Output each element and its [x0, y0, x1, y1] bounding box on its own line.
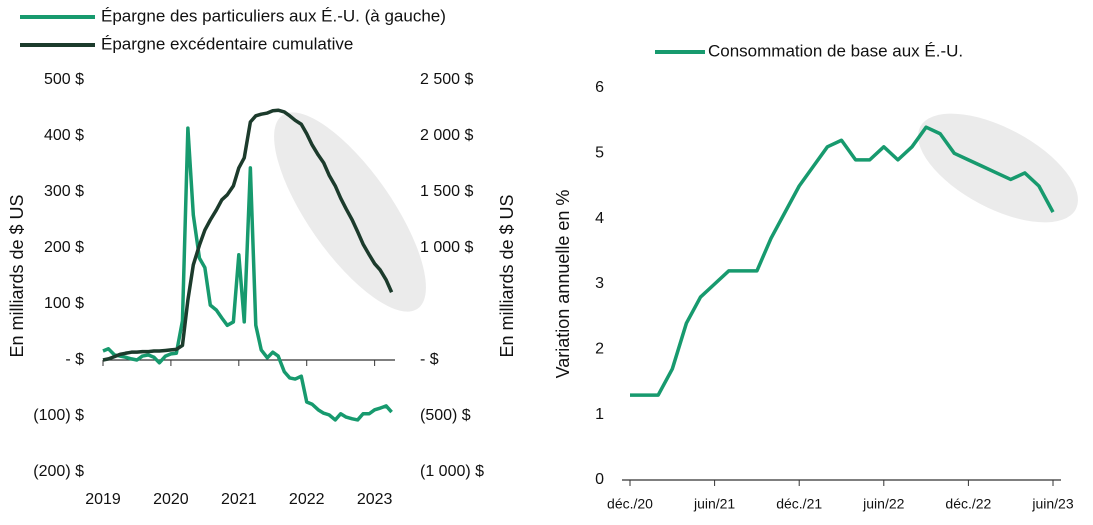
- y2-tick-label: - $: [420, 351, 439, 368]
- y-tick-label: 6: [595, 79, 604, 96]
- y-tick-label: 5: [595, 145, 604, 162]
- x-tick-label: 2023: [357, 491, 393, 508]
- y-tick-label: 1: [595, 406, 604, 423]
- x-tick-label: juin/22: [862, 496, 904, 512]
- y-axis-title: Variation annuelle en %: [553, 190, 573, 379]
- y-tick-label: 200 $: [44, 239, 84, 256]
- x-tick-label: déc./21: [776, 496, 822, 512]
- highlight-ellipse: [274, 112, 426, 312]
- y-axis-title: En milliards de $ US: [7, 194, 27, 357]
- y-tick-label: 2: [595, 341, 604, 358]
- y2-tick-label: (500) $: [420, 407, 471, 424]
- y-tick-label: 0: [595, 471, 604, 488]
- series-line: [102, 126, 393, 422]
- series-line: [102, 108, 394, 362]
- y2-tick-label: (1 000) $: [420, 463, 484, 480]
- y2-axis-title: En milliards de $ US: [497, 194, 517, 357]
- x-tick-label: juin/23: [1031, 496, 1073, 512]
- x-tick-label: 2021: [221, 491, 257, 508]
- x-tick-label: déc./22: [945, 496, 991, 512]
- x-tick-label: 2020: [153, 491, 189, 508]
- legend-label: Consommation de base aux É.-U.: [708, 41, 963, 60]
- x-tick-label: 2022: [289, 491, 325, 508]
- y-tick-label: 4: [595, 210, 604, 227]
- y-tick-label: 500 $: [44, 71, 84, 88]
- highlight-ellipse: [918, 113, 1078, 223]
- legend-label: Épargne des particuliers aux É.-U. (à ga…: [101, 6, 446, 25]
- y-tick-label: 100 $: [44, 295, 84, 312]
- y-tick-label: - $: [65, 351, 84, 368]
- y-tick-label: (200) $: [33, 463, 84, 480]
- series-line: [630, 125, 1055, 397]
- legend-label: Épargne excédentaire cumulative: [101, 34, 353, 53]
- y-tick-label: 300 $: [44, 183, 84, 200]
- y2-tick-label: 2 500 $: [420, 71, 473, 88]
- y-tick-label: 3: [595, 275, 604, 292]
- y-tick-label: (100) $: [33, 407, 84, 424]
- x-tick-label: juin/21: [693, 496, 735, 512]
- y2-tick-label: 1 000 $: [420, 239, 473, 256]
- x-tick-label: 2019: [85, 491, 121, 508]
- y2-tick-label: 1 500 $: [420, 183, 473, 200]
- x-tick-label: déc./20: [607, 496, 653, 512]
- y2-tick-label: 2 000 $: [420, 127, 473, 144]
- y-tick-label: 400 $: [44, 127, 84, 144]
